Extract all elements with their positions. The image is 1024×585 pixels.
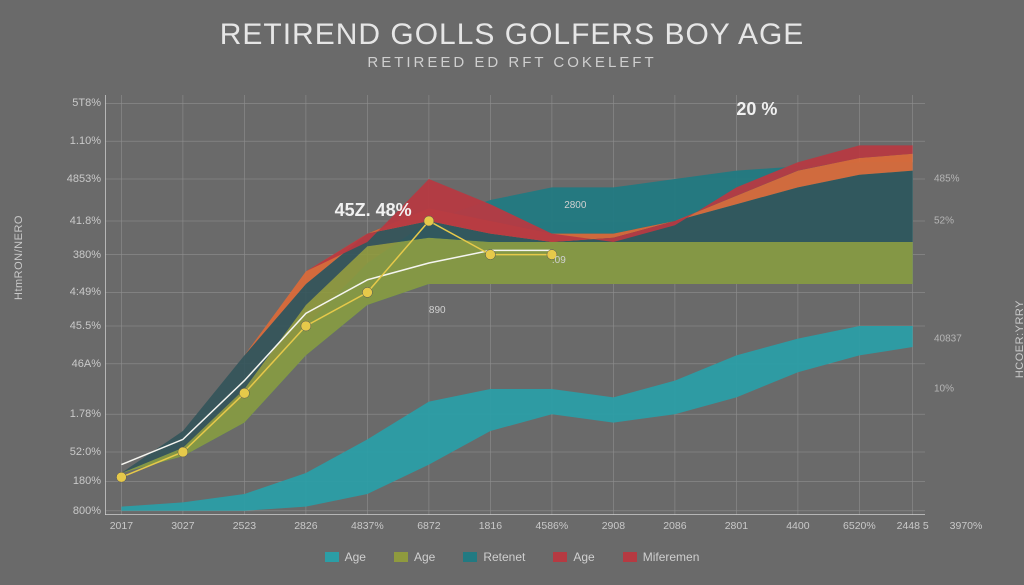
legend-swatch: [553, 552, 567, 562]
y-tick-label: 1.78%: [70, 408, 101, 420]
x-tick-label: 2448 5: [897, 520, 929, 532]
plot-svg: [105, 95, 925, 515]
right-tick-label: 52%: [934, 216, 954, 227]
title-text: RETIREND GOLLS GOLFERS BOY AGE: [220, 18, 805, 51]
right-axis-ticks: 485% 52% 40837 10%: [934, 95, 984, 515]
legend-item: Retenet: [463, 550, 525, 564]
plot-area: 45Z. 48% 20 % 2800 890 .09: [105, 95, 925, 515]
x-tick-label: 2826: [294, 520, 317, 532]
y-axis-ticks: 5T8% 1.10% 4853% 41.8% 380% 4:49% 45.5% 46A% 1.7…: [50, 95, 105, 515]
x-tick-label: 2523: [233, 520, 256, 532]
y-tick-label: 4:49%: [70, 286, 101, 298]
legend-label: Age: [345, 550, 366, 564]
chart-subtitle: RETIREED ED RFT COKELEFT: [0, 54, 1024, 71]
x-tick-label: 2086: [663, 520, 686, 532]
x-tick-label: 4586%: [536, 520, 569, 532]
chart-annotation: .09: [552, 255, 566, 266]
chart-annotation: 890: [429, 305, 446, 316]
y-tick-label: 4853%: [67, 173, 101, 185]
right-tick-label: 485%: [934, 174, 960, 185]
legend-swatch: [623, 552, 637, 562]
x-tick-label: 2908: [602, 520, 625, 532]
legend-label: Age: [414, 550, 435, 564]
x-tick-label: 2017: [110, 520, 133, 532]
y-axis-label-left: HtmRON/NERO: [13, 215, 25, 300]
x-tick-label: 1816: [479, 520, 502, 532]
chart-annotation: 2800: [564, 200, 586, 211]
y-tick-label: 45.5%: [70, 320, 101, 332]
y-tick-label: 46A%: [72, 358, 101, 370]
chart-frame: RETIREND GOLLS GOLFERS BOY AGE RETIREED …: [0, 0, 1024, 585]
y-tick-label: 5T8%: [72, 97, 101, 109]
y-tick-label: 800%: [73, 505, 101, 517]
chart-annotation: 20 %: [736, 99, 777, 120]
legend-swatch: [325, 552, 339, 562]
x-tick-label: 6872: [417, 520, 440, 532]
x-tick-label: 3970%: [950, 520, 983, 532]
x-axis-ticks: 2017 3027 2523 2826 4837% 6872 1816 4586% 2908 20…: [105, 520, 925, 540]
legend-swatch: [394, 552, 408, 562]
legend-item: Age: [325, 550, 366, 564]
legend-label: Miferemen: [643, 550, 700, 564]
title-block: RETIREND GOLLS GOLFERS BOY AGE RETIREED …: [0, 18, 1024, 71]
y-tick-label: 180%: [73, 475, 101, 487]
legend-item: Miferemen: [623, 550, 700, 564]
x-tick-label: 4400: [786, 520, 809, 532]
y-tick-label: 41.8%: [70, 215, 101, 227]
x-tick-label: 2801: [725, 520, 748, 532]
y-tick-label: 380%: [73, 249, 101, 261]
right-tick-label: 10%: [934, 384, 954, 395]
y-tick-label: 1.10%: [70, 135, 101, 147]
x-tick-label: 6520%: [843, 520, 876, 532]
y-axis-label-right: HCOER:YRRY: [1014, 300, 1024, 378]
chart-title: RETIREND GOLLS GOLFERS BOY AGE: [0, 18, 1024, 52]
legend: Age Age Retenet Age Miferemen: [0, 550, 1024, 565]
legend-label: Age: [573, 550, 594, 564]
legend-item: Age: [553, 550, 594, 564]
legend-item: Age: [394, 550, 435, 564]
right-tick-label: 40837: [934, 333, 962, 344]
legend-swatch: [463, 552, 477, 562]
x-tick-label: 3027: [171, 520, 194, 532]
y-tick-label: 52:0%: [70, 446, 101, 458]
legend-label: Retenet: [483, 550, 525, 564]
chart-annotation: 45Z. 48%: [335, 200, 412, 221]
x-tick-label: 4837%: [351, 520, 384, 532]
